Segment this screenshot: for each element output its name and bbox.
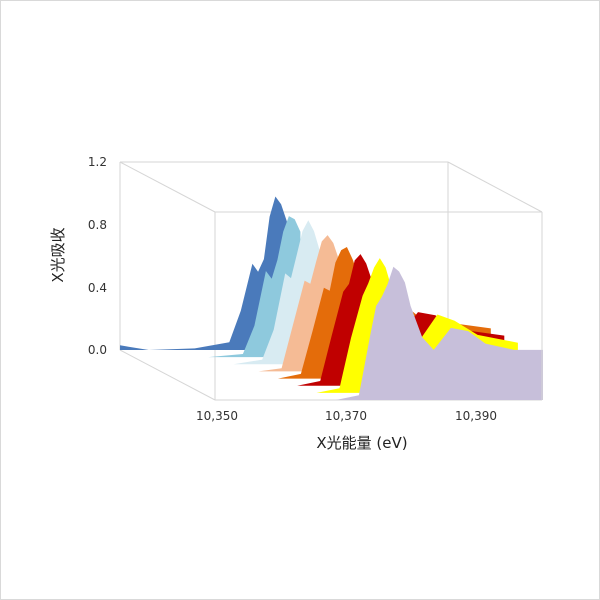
- x-tick-labels: 10,350 10,370 10,390: [196, 409, 497, 423]
- y-tick-label: 0.0: [88, 343, 107, 357]
- series-area-2: [133, 216, 301, 358]
- box-depth-top-right: [447, 161, 543, 213]
- x-tick-label: 10,390: [455, 409, 497, 423]
- series-area-8: [215, 266, 543, 400]
- box-depth-top-left: [119, 161, 216, 213]
- series-area-1: [120, 196, 287, 350]
- x-tick-label: 10,350: [196, 409, 238, 423]
- y-tick-label: 1.2: [88, 155, 107, 169]
- box-depth-bottom-left: [119, 349, 216, 401]
- x-tick-label: 10,370: [325, 409, 367, 423]
- y-tick-label: 0.4: [88, 281, 107, 295]
- y-tick-label: 0.8: [88, 218, 107, 232]
- x-axis-title: X光能量 (eV): [316, 434, 407, 452]
- y-axis-title: X光吸收: [49, 227, 67, 282]
- y-tick-labels: 1.2 0.8 0.4 0.0: [88, 155, 107, 357]
- series-layer: [120, 196, 543, 400]
